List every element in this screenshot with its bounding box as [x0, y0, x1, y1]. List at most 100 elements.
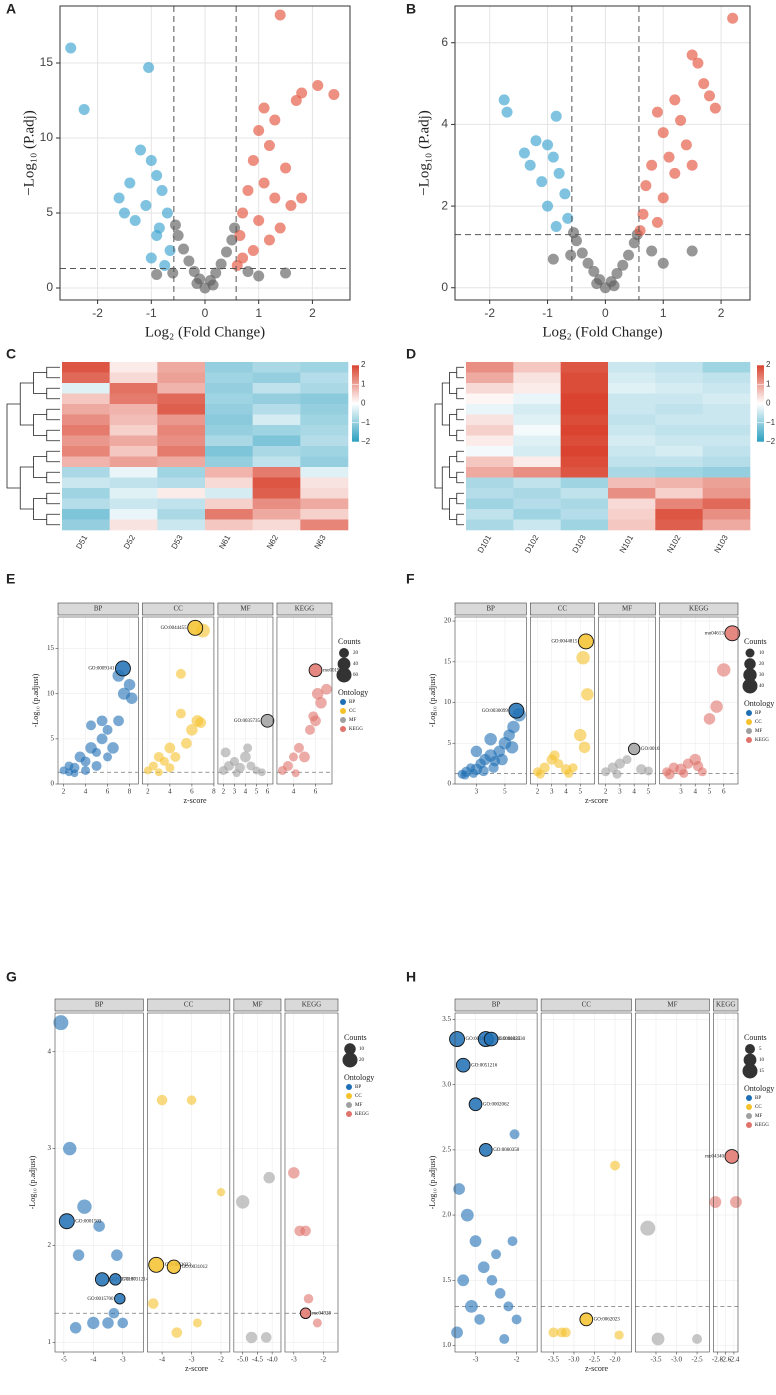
bubble — [664, 769, 675, 780]
legend-size-key — [742, 1063, 758, 1079]
panel-border — [54, 1012, 144, 1353]
heatmap-cell — [252, 488, 301, 499]
point — [78, 104, 90, 115]
highlighted-bubble — [508, 702, 525, 719]
x-axis-label: Log₂ (Fold Change) — [542, 324, 662, 340]
facet-label: BP — [95, 1001, 104, 1009]
bubble — [460, 770, 470, 780]
heatmap-cell — [157, 393, 206, 405]
bubble — [651, 1332, 665, 1346]
bubble — [65, 768, 73, 777]
x-tick-label: 4 — [292, 788, 296, 796]
bubble — [216, 1188, 226, 1197]
annotation: GO:0015700 — [87, 1297, 114, 1302]
heatmap-cell — [252, 404, 301, 415]
point — [159, 260, 171, 271]
bubble — [709, 1196, 722, 1208]
legend-key — [340, 717, 346, 723]
point — [582, 257, 594, 269]
point — [568, 227, 580, 239]
colorbar-tick-label: −2 — [361, 437, 371, 446]
panel-background — [147, 1013, 230, 1352]
legend-label: MF — [755, 729, 762, 734]
heatmap-cell — [62, 362, 110, 373]
heatmap-cell — [702, 477, 751, 489]
heatmap-cell — [157, 519, 206, 531]
point — [234, 230, 246, 241]
heatmap-cell — [513, 519, 561, 531]
heatmap-cell — [655, 456, 703, 468]
heatmap-cell — [252, 372, 301, 384]
highlighted-bubble — [148, 1256, 165, 1273]
point — [269, 114, 281, 126]
heatmap-cell — [702, 509, 751, 520]
highlighted-bubble — [114, 1292, 126, 1305]
highlighted-bubble — [109, 1273, 122, 1286]
highlighted-bubble — [724, 1149, 740, 1164]
y-tick-label: 5 — [448, 739, 452, 747]
y-tick-label: 4 — [48, 1047, 52, 1055]
heatmap-cell — [62, 425, 110, 436]
x-tick-label: 2 — [604, 788, 608, 796]
highlighted-bubble — [468, 1097, 483, 1112]
point — [501, 106, 513, 118]
x-tick-label: 4 — [693, 788, 697, 796]
heatmap-cell — [300, 393, 349, 405]
heatmap-cell — [300, 488, 349, 499]
facet-strip — [635, 998, 710, 1012]
bubble — [478, 765, 489, 777]
point — [65, 42, 77, 54]
y-tick-label: 3.0 — [442, 1080, 451, 1088]
heatmap-cell — [62, 404, 110, 415]
panel-border — [598, 616, 656, 785]
x-tick-label: 4 — [84, 788, 88, 796]
point — [242, 266, 254, 277]
heatmap-cell — [513, 425, 561, 436]
x-tick-label: -3.5 — [548, 1356, 560, 1364]
heatmap-cell — [109, 393, 158, 405]
heatmap-cell — [109, 414, 158, 426]
annotation: rno04928 — [312, 1311, 332, 1316]
heatmap-cell — [513, 498, 561, 510]
x-tick-label: 8 — [212, 788, 216, 796]
panel-background — [635, 1013, 710, 1352]
annotation: GO:0016209 — [641, 747, 668, 752]
x-tick-label: 4 — [632, 788, 636, 796]
bubble — [113, 715, 124, 727]
point — [611, 267, 623, 279]
heatmap-cell — [702, 393, 751, 405]
y-axis-label: -Log₁₀ (p.adjust) — [28, 1155, 37, 1209]
bubble — [303, 1293, 314, 1304]
point — [550, 221, 562, 232]
heatmap-cell — [157, 446, 206, 457]
column-label: D51 — [74, 533, 89, 551]
x-axis-label: Log₂ (Fold Change) — [145, 324, 265, 340]
bubble — [321, 683, 332, 695]
facet-label: KEGG — [689, 605, 708, 613]
bubble — [111, 1249, 123, 1261]
y-tick-label: 3.5 — [442, 1015, 451, 1023]
legend-key — [346, 1102, 352, 1108]
point — [113, 192, 125, 204]
legend-label: KEGG — [755, 738, 769, 743]
colorbar-tick-label: −1 — [361, 418, 371, 427]
heatmap-cell — [560, 372, 609, 384]
highlighted-bubble — [478, 1143, 493, 1157]
point — [280, 162, 292, 174]
annotation: GO:0001503 — [75, 1219, 102, 1224]
legend-key — [746, 728, 752, 734]
heatmap-cell — [300, 509, 349, 520]
legend-key — [346, 1111, 352, 1117]
heatmap-cell — [513, 488, 561, 499]
heatmap-cell — [157, 498, 206, 510]
bubble — [496, 753, 508, 766]
column-label: N103 — [713, 533, 731, 555]
bubble — [147, 1298, 159, 1309]
point — [709, 102, 721, 114]
legend-label: CC — [755, 1105, 762, 1110]
legend-key — [746, 719, 752, 725]
heatmap-cell — [62, 383, 110, 394]
y-tick-label: 4 — [441, 117, 448, 131]
panel-label: G — [6, 969, 17, 985]
legend-key — [346, 1093, 352, 1099]
